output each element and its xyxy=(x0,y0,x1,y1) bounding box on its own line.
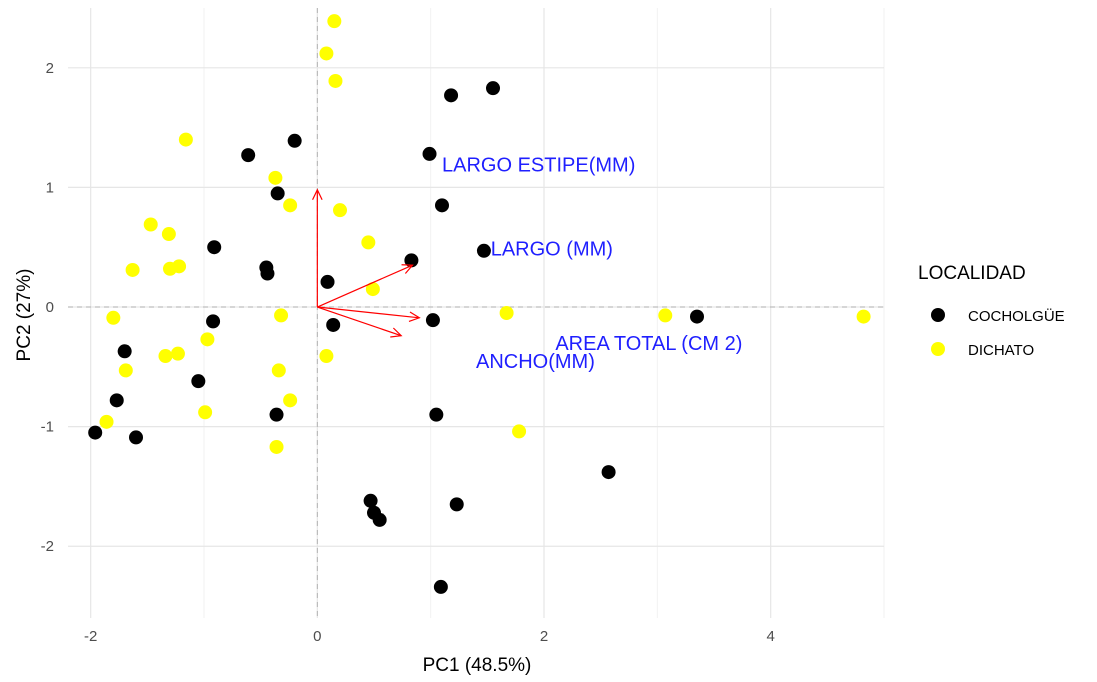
point-dichato xyxy=(172,259,187,274)
legend-key xyxy=(931,342,945,356)
point-cocholgue xyxy=(601,465,616,480)
point-dichato xyxy=(269,439,284,454)
point-cocholgue xyxy=(690,309,704,324)
legend-label: COCHOLGÜE xyxy=(968,307,1065,325)
loading-arrows: LARGO ESTIPE(MM) LARGO (MM) AREA TOTAL (CM… xyxy=(312,155,742,373)
loading-label: ANCHO(MM) xyxy=(476,351,595,373)
point-dichato xyxy=(512,424,527,439)
point-dichato xyxy=(200,332,215,347)
point-cocholgue xyxy=(372,512,387,527)
point-dichato xyxy=(361,235,376,250)
y-tick-label: -1 xyxy=(41,419,54,436)
loading-arrow-shaft xyxy=(317,306,420,319)
y-axis-ticks: -2 -1 0 1 2 xyxy=(41,60,54,555)
y-tick-label: 2 xyxy=(46,60,54,77)
loading-arrow-head xyxy=(401,264,414,274)
point-cocholgue xyxy=(270,186,285,201)
point-dichato xyxy=(856,309,871,324)
point-dichato xyxy=(118,363,133,378)
legend-key xyxy=(931,308,945,322)
point-dichato xyxy=(274,308,289,323)
point-dichato xyxy=(499,306,514,320)
y-tick-label: -2 xyxy=(41,538,54,555)
x-tick-label: 0 xyxy=(313,628,321,645)
point-dichato xyxy=(158,349,173,364)
point-cocholgue xyxy=(287,133,302,148)
point-cocholgue xyxy=(363,493,378,508)
point-cocholgue xyxy=(241,148,256,163)
loading-arrow-head xyxy=(312,188,323,200)
point-cocholgue xyxy=(444,88,459,103)
y-axis-title: PC2 (27%) xyxy=(14,269,35,362)
point-dichato xyxy=(268,170,283,185)
data-points xyxy=(88,14,871,594)
point-dichato xyxy=(328,73,343,88)
loading-arrow-head xyxy=(390,327,403,338)
point-dichato xyxy=(170,346,185,361)
point-cocholgue xyxy=(191,374,206,389)
loading-label: AREA TOTAL (CM 2) xyxy=(555,333,742,355)
point-dichato xyxy=(327,14,342,29)
x-axis-ticks: -2 0 2 4 xyxy=(84,628,775,645)
point-cocholgue xyxy=(425,313,440,328)
point-dichato xyxy=(319,46,334,61)
reference-lines xyxy=(68,8,884,618)
point-dichato xyxy=(319,349,334,364)
loading-arrow-shaft xyxy=(317,306,402,337)
legend-label: DICHATO xyxy=(968,342,1034,359)
y-tick-label: 1 xyxy=(46,179,54,196)
loading-label: LARGO ESTIPE(MM) xyxy=(442,155,635,177)
point-dichato xyxy=(658,308,673,323)
loading-arrow-head xyxy=(408,311,421,323)
point-dichato xyxy=(365,282,380,297)
point-cocholgue xyxy=(260,266,275,281)
loading-arrow-shaft xyxy=(317,264,413,308)
point-dichato xyxy=(178,132,193,147)
x-tick-label: 4 xyxy=(766,628,774,645)
point-cocholgue xyxy=(404,253,419,268)
loading-label: LARGO (MM) xyxy=(491,238,613,260)
legend-items: COCHOLGÜE DICHATO xyxy=(931,307,1065,359)
point-cocholgue xyxy=(486,81,500,96)
x-axis-title: PC1 (48.5%) xyxy=(423,655,532,676)
point-dichato xyxy=(143,217,158,232)
point-cocholgue xyxy=(109,393,124,408)
point-dichato xyxy=(99,414,114,429)
grid xyxy=(68,8,885,618)
point-cocholgue xyxy=(320,274,335,289)
point-dichato xyxy=(106,310,121,325)
x-tick-label: -2 xyxy=(84,628,97,645)
point-cocholgue xyxy=(129,430,143,445)
legend-title: LOCALIDAD xyxy=(918,263,1026,284)
point-cocholgue xyxy=(422,146,437,161)
point-cocholgue xyxy=(429,407,444,422)
point-cocholgue xyxy=(433,579,448,594)
point-dichato xyxy=(271,363,286,378)
point-dichato xyxy=(283,198,298,213)
point-dichato xyxy=(283,393,298,408)
point-cocholgue xyxy=(326,317,341,332)
point-dichato xyxy=(333,203,347,218)
x-tick-label: 2 xyxy=(540,628,548,645)
y-tick-label: 0 xyxy=(46,299,54,316)
point-cocholgue xyxy=(435,198,449,213)
legend: LOCALIDAD COCHOLGÜE DICHATO xyxy=(918,263,1065,359)
point-cocholgue xyxy=(88,425,103,440)
point-dichato xyxy=(125,262,140,277)
point-cocholgue xyxy=(476,243,491,258)
point-cocholgue xyxy=(207,240,222,255)
point-cocholgue xyxy=(117,344,132,359)
point-dichato xyxy=(161,227,176,242)
point-cocholgue xyxy=(449,497,464,512)
point-dichato xyxy=(198,405,213,420)
point-cocholgue xyxy=(206,314,221,329)
point-cocholgue xyxy=(269,407,284,422)
